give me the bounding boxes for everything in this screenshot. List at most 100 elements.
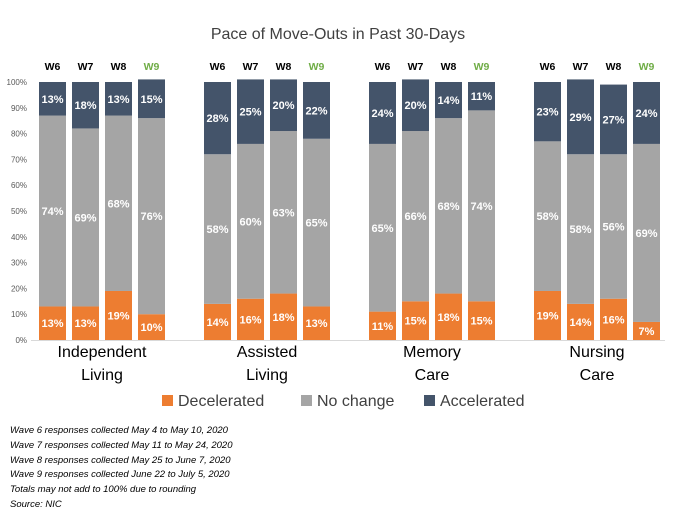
category-label: Independent bbox=[58, 344, 148, 361]
data-label: 60% bbox=[239, 216, 261, 228]
data-label: 11% bbox=[372, 321, 394, 333]
footnote: Wave 6 responses collected May 4 to May … bbox=[10, 425, 228, 436]
category-label: Care bbox=[415, 367, 450, 384]
footnote: Wave 7 responses collected May 11 to May… bbox=[10, 439, 233, 451]
data-label: 16% bbox=[239, 314, 261, 326]
legend-label: No change bbox=[317, 393, 394, 410]
data-label: 13% bbox=[41, 318, 63, 330]
data-label: 24% bbox=[371, 108, 393, 120]
bar-segment-accelerated bbox=[237, 79, 264, 144]
data-label: 15% bbox=[404, 316, 426, 328]
bar-segment-decelerated bbox=[138, 314, 165, 340]
category-label: Assisted bbox=[237, 344, 297, 361]
wave-label: W8 bbox=[441, 61, 457, 73]
bar-segment-decelerated bbox=[270, 293, 297, 340]
data-label: 74% bbox=[41, 206, 63, 218]
data-label: 13% bbox=[107, 94, 129, 106]
data-label: 63% bbox=[272, 207, 294, 219]
y-tick-label: 90% bbox=[11, 104, 27, 113]
bar-segment-decelerated bbox=[105, 290, 132, 340]
data-label: 58% bbox=[206, 224, 228, 236]
bar-segment-accelerated bbox=[303, 82, 330, 139]
wave-label: W7 bbox=[573, 61, 589, 73]
legend-swatch-accelerated bbox=[424, 395, 435, 406]
wave-label: W6 bbox=[540, 61, 556, 73]
bar-segment-decelerated bbox=[435, 293, 462, 340]
data-label: 7% bbox=[639, 326, 655, 338]
data-label: 58% bbox=[569, 224, 591, 236]
data-label: 58% bbox=[536, 211, 558, 223]
bar-segment-accelerated bbox=[600, 84, 627, 155]
bar-segment-decelerated bbox=[534, 290, 561, 340]
bar-segment-accelerated bbox=[567, 79, 594, 155]
data-label: 69% bbox=[635, 228, 657, 240]
bar-segment-no-change bbox=[600, 154, 627, 299]
data-label: 13% bbox=[41, 94, 63, 106]
data-label: 23% bbox=[536, 107, 558, 119]
bar-segment-no-change bbox=[435, 118, 462, 294]
data-label: 18% bbox=[437, 312, 459, 324]
bar-segment-decelerated bbox=[633, 321, 660, 340]
y-tick-label: 50% bbox=[11, 207, 27, 216]
data-label: 68% bbox=[107, 198, 129, 210]
data-label: 19% bbox=[107, 310, 129, 322]
bar-segment-accelerated bbox=[468, 82, 495, 111]
wave-label: W8 bbox=[111, 61, 127, 73]
y-tick-label: 30% bbox=[11, 259, 27, 268]
wave-label: W8 bbox=[276, 61, 292, 73]
bar-segment-accelerated bbox=[435, 82, 462, 119]
bar-segment-accelerated bbox=[105, 82, 132, 116]
y-tick-label: 70% bbox=[11, 155, 27, 164]
bar-segment-decelerated bbox=[468, 301, 495, 340]
footnote: Source: NIC bbox=[10, 498, 62, 510]
data-label: 14% bbox=[437, 95, 459, 107]
data-label: 15% bbox=[470, 316, 492, 328]
footnote: Totals may not add to 100% due to roundi… bbox=[10, 484, 197, 496]
y-tick-label: 100% bbox=[7, 78, 27, 87]
data-label: 65% bbox=[305, 218, 327, 230]
wave-label: W9 bbox=[144, 61, 160, 73]
category-label: Nursing bbox=[569, 344, 624, 361]
data-label: 68% bbox=[437, 201, 459, 213]
bar-segment-no-change bbox=[468, 110, 495, 302]
wave-label: W6 bbox=[210, 61, 226, 73]
data-label: 24% bbox=[635, 108, 657, 120]
bar-segment-accelerated bbox=[138, 79, 165, 119]
wave-label: W7 bbox=[78, 61, 94, 73]
bar-segment-accelerated bbox=[534, 82, 561, 142]
wave-label: W7 bbox=[408, 61, 424, 73]
data-label: 20% bbox=[404, 100, 426, 112]
stacked-bar-chart: Pace of Move-Outs in Past 30-Days 0% 10% 2… bbox=[7, 26, 665, 410]
bar-segment-decelerated bbox=[567, 303, 594, 340]
footnote: Wave 8 responses collected May 25 to Jun… bbox=[10, 454, 231, 466]
data-label: 14% bbox=[569, 317, 591, 329]
bar-segment-no-change bbox=[138, 118, 165, 315]
category-label: Care bbox=[580, 367, 615, 384]
y-tick-label: 0% bbox=[15, 336, 27, 345]
bar-segment-accelerated bbox=[72, 82, 99, 129]
bar-segment-accelerated bbox=[39, 82, 66, 116]
data-label: 18% bbox=[272, 312, 294, 324]
bar-segment-accelerated bbox=[402, 79, 429, 132]
data-label: 29% bbox=[569, 112, 591, 124]
bar-segment-accelerated bbox=[633, 82, 660, 144]
data-label: 66% bbox=[404, 211, 426, 223]
data-label: 10% bbox=[140, 322, 162, 334]
bar-segment-decelerated bbox=[369, 311, 396, 340]
bar-segment-accelerated bbox=[369, 82, 396, 144]
chart-title: Pace of Move-Outs in Past 30-Days bbox=[211, 26, 465, 43]
bar-segment-no-change bbox=[402, 131, 429, 302]
bar-segment-no-change bbox=[237, 143, 264, 299]
data-label: 27% bbox=[602, 114, 624, 126]
footnote: Wave 9 responses collected June 22 to Ju… bbox=[10, 469, 230, 481]
data-label: 13% bbox=[305, 318, 327, 330]
bar-segment-no-change bbox=[534, 141, 561, 291]
data-label: 74% bbox=[470, 201, 492, 213]
bar-segment-accelerated bbox=[270, 79, 297, 132]
data-label: 20% bbox=[272, 100, 294, 112]
y-tick-label: 10% bbox=[11, 310, 27, 319]
legend-label: Accelerated bbox=[440, 393, 525, 410]
bar-segment-no-change bbox=[633, 143, 660, 322]
bar-segment-decelerated bbox=[600, 298, 627, 340]
bar-segment-no-change bbox=[105, 115, 132, 291]
